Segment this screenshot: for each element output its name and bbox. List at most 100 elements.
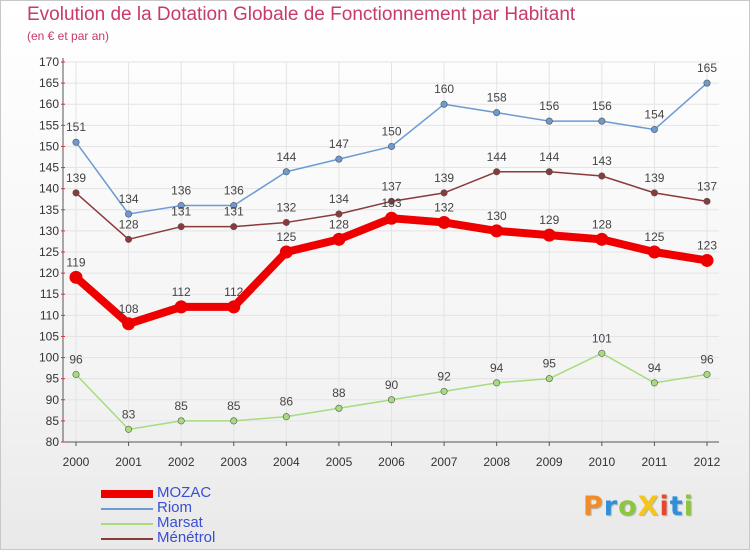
data-label-mozac-2007: 132 [434, 200, 454, 214]
point-mozac-2001 [122, 317, 136, 331]
data-label-marsat-2008: 94 [490, 361, 504, 375]
data-label-mozac-2001: 108 [119, 302, 139, 316]
legend-swatch-menetrol [101, 538, 153, 540]
data-label-marsat-2012: 96 [700, 352, 714, 366]
point-mozac-2007 [437, 215, 451, 229]
logo-letter: o [618, 491, 638, 522]
y-tick-label-95: 95 [46, 372, 60, 386]
x-tick-label-2003: 2003 [220, 455, 247, 469]
point-menetrol-2002 [177, 223, 185, 231]
data-label-mozac-2000: 119 [66, 255, 85, 269]
data-label-mozac-2009: 129 [539, 213, 559, 227]
data-label-riom-2002: 136 [171, 184, 191, 198]
x-tick-label-2005: 2005 [326, 455, 353, 469]
data-label-mozac-2005: 128 [329, 217, 349, 231]
point-mozac-2010 [595, 232, 609, 246]
point-riom-2012 [703, 79, 711, 87]
point-mozac-2011 [647, 245, 661, 259]
x-tick-label-2007: 2007 [431, 455, 458, 469]
y-tick-label-85: 85 [46, 414, 60, 428]
point-riom-2004 [282, 168, 290, 176]
point-menetrol-2005 [335, 210, 343, 218]
data-label-mozac-2002: 112 [172, 285, 191, 299]
proxiti-logo: ProXiti [583, 491, 694, 522]
data-label-riom-2009: 156 [539, 99, 559, 113]
point-marsat-2001 [125, 425, 133, 433]
y-tick-label-110: 110 [40, 308, 59, 322]
point-marsat-2002 [177, 417, 185, 425]
data-label-marsat-2004: 86 [280, 395, 294, 409]
data-label-riom-2007: 160 [434, 82, 454, 96]
y-tick-label-105: 105 [39, 329, 59, 343]
logo-letter: t [669, 491, 684, 522]
point-riom-2002 [177, 202, 185, 210]
data-label-mozac-2008: 130 [487, 209, 507, 223]
data-label-menetrol-2005: 134 [329, 192, 349, 206]
point-menetrol-2009 [545, 168, 553, 176]
data-label-mozac-2010: 128 [592, 217, 612, 231]
x-tick-label-2011: 2011 [642, 455, 668, 469]
data-label-riom-2004: 144 [276, 150, 296, 164]
x-tick-label-2001: 2001 [115, 455, 142, 469]
point-menetrol-2006 [387, 197, 395, 205]
point-riom-2008 [493, 109, 501, 117]
logo-letter: i [683, 491, 694, 522]
point-riom-2011 [650, 126, 658, 134]
point-marsat-2009 [545, 375, 553, 383]
logo-letter: i [659, 491, 670, 522]
logo-letter: X [637, 491, 660, 522]
point-riom-2009 [545, 117, 553, 125]
point-marsat-2012 [703, 370, 711, 378]
point-marsat-2006 [387, 396, 395, 404]
data-label-menetrol-2004: 132 [276, 200, 296, 214]
logo-letter: P [583, 491, 604, 522]
data-label-marsat-2006: 90 [385, 378, 399, 392]
gridlines [63, 61, 719, 443]
data-label-riom-2011: 154 [644, 108, 664, 122]
data-label-menetrol-2003: 131 [224, 205, 244, 219]
data-label-riom-2010: 156 [592, 99, 612, 113]
data-label-menetrol-2000: 139 [66, 171, 86, 185]
logo-letter: r [603, 491, 619, 522]
data-label-mozac-2006: 133 [381, 196, 401, 210]
data-label-menetrol-2002: 131 [171, 205, 191, 219]
data-label-menetrol-2008: 144 [487, 150, 507, 164]
point-menetrol-2012 [703, 197, 711, 205]
y-tick-label-165: 165 [39, 76, 59, 90]
x-tick-label-2008: 2008 [483, 455, 510, 469]
data-label-marsat-2002: 85 [174, 399, 188, 413]
data-label-mozac-2011: 125 [644, 230, 664, 244]
data-label-marsat-2010: 101 [592, 331, 612, 345]
x-tick-label-2004: 2004 [273, 455, 300, 469]
y-tick-label-90: 90 [46, 393, 60, 407]
y-tick-label-100: 100 [39, 351, 59, 365]
data-label-marsat-2003: 85 [227, 399, 241, 413]
data-label-menetrol-2012: 137 [697, 179, 717, 193]
legend-label-marsat: Marsat [157, 514, 203, 531]
y-tick-label-170: 170 [39, 55, 59, 69]
data-label-riom-2001: 134 [119, 192, 139, 206]
y-tick-label-120: 120 [39, 266, 59, 280]
y-tick-label-80: 80 [46, 435, 60, 449]
point-riom-2005 [335, 155, 343, 163]
chart-title: Evolution de la Dotation Globale de Fonc… [27, 4, 576, 25]
data-label-mozac-2003: 112 [224, 285, 243, 299]
x-tick-label-2010: 2010 [588, 455, 615, 469]
x-tick-label-2006: 2006 [378, 455, 405, 469]
data-label-menetrol-2001: 128 [119, 217, 139, 231]
y-tick-label-160: 160 [39, 97, 59, 111]
chart-subtitle: (en € et par an) [27, 29, 110, 43]
point-marsat-2010 [598, 349, 606, 357]
point-menetrol-2011 [650, 189, 658, 197]
data-label-riom-2008: 158 [487, 91, 507, 105]
point-marsat-2000 [72, 370, 80, 378]
x-tick-label-2000: 2000 [63, 455, 90, 469]
axes: 80 85 90 95 100 105 110 115 120 125 130 135 140 145 15… [39, 55, 721, 469]
data-label-menetrol-2009: 144 [539, 150, 559, 164]
data-label-marsat-2005: 88 [332, 386, 346, 400]
point-mozac-2005 [332, 232, 346, 246]
data-label-marsat-2007: 92 [437, 369, 451, 383]
y-tick-label-155: 155 [39, 118, 59, 132]
data-label-marsat-2000: 96 [69, 352, 83, 366]
point-menetrol-2008 [493, 168, 501, 176]
